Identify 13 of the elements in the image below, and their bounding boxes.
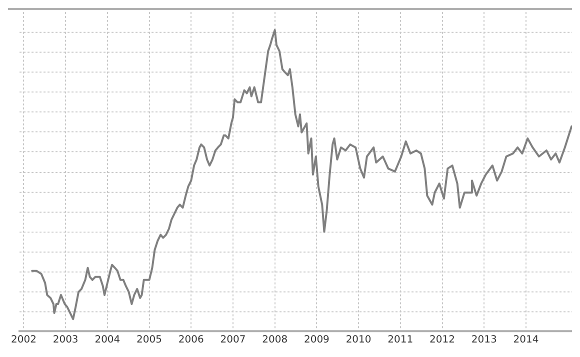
- x-tick-label: 2005: [136, 334, 162, 346]
- x-tick-label: 2003: [52, 334, 78, 346]
- x-tick-label: 2013: [471, 334, 497, 346]
- x-tick-label: 2014: [513, 334, 539, 346]
- x-tick-label: 2008: [262, 334, 288, 346]
- x-tick-label: 2012: [430, 334, 455, 346]
- x-tick-label: 2010: [346, 334, 372, 346]
- x-tick-label: 2004: [94, 334, 120, 346]
- x-tick-label: 2009: [304, 334, 330, 346]
- x-tick-label: 2011: [388, 334, 414, 346]
- x-tick-label: 2006: [178, 334, 204, 346]
- x-tick-label: 2002: [11, 334, 36, 346]
- x-tick-label: 2007: [220, 334, 246, 346]
